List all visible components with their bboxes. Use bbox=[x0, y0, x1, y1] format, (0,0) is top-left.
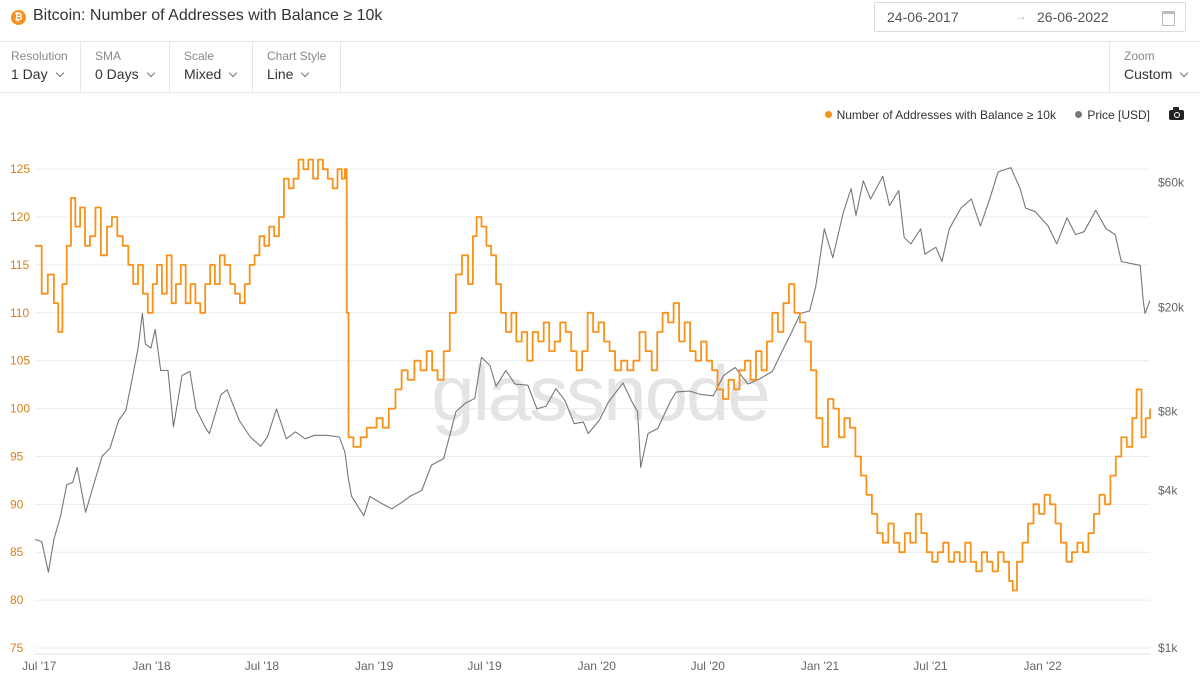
bitcoin-icon: ₿ bbox=[11, 10, 26, 25]
sma-select[interactable]: SMA 0 Days bbox=[81, 41, 170, 92]
x-axis: Jul '17 Jan '18 Jul '18 Jan '19 Jul '19 Jan '… bbox=[22, 653, 1150, 673]
left-tick-label: 100 bbox=[10, 402, 30, 416]
left-tick-label: 95 bbox=[10, 449, 24, 463]
left-tick-label: 80 bbox=[10, 593, 24, 607]
zoom-value[interactable]: Custom bbox=[1124, 66, 1189, 82]
x-tick-label: Jul '21 bbox=[913, 659, 948, 673]
calendar-icon[interactable] bbox=[1162, 11, 1175, 26]
arrow-right-icon: → bbox=[1015, 9, 1027, 23]
page-title: Bitcoin: Number of Addresses with Balanc… bbox=[33, 7, 383, 24]
left-tick-label: 90 bbox=[10, 497, 24, 511]
sma-label: SMA bbox=[95, 49, 122, 63]
x-tick-label: Jan '22 bbox=[1023, 659, 1062, 673]
zoom-select[interactable]: Zoom Custom bbox=[1109, 41, 1200, 92]
legend-dot bbox=[1075, 111, 1083, 118]
right-axis: $1k $4k $8k $20k $60k bbox=[1158, 176, 1185, 655]
right-tick-label: $4k bbox=[1158, 483, 1178, 497]
header-bar: ₿ Bitcoin: Number of Addresses with Bala… bbox=[0, 0, 1200, 42]
chart-style-value[interactable]: Line bbox=[267, 66, 310, 82]
right-tick-label: $8k bbox=[1158, 405, 1178, 419]
left-tick-label: 125 bbox=[10, 162, 30, 176]
left-tick-label: 120 bbox=[10, 210, 30, 224]
legend-item-price[interactable]: Price [USD] bbox=[1075, 108, 1150, 122]
x-tick-label: Jul '20 bbox=[691, 659, 726, 673]
date-range-picker[interactable]: 24-06-2017 → 26-06-2022 bbox=[874, 2, 1186, 32]
watermark: glassnode bbox=[431, 349, 769, 437]
addresses-series bbox=[35, 158, 1151, 592]
x-tick-label: Jan '19 bbox=[355, 659, 394, 673]
x-tick-label: Jul '17 bbox=[22, 659, 57, 673]
left-tick-label: 75 bbox=[10, 641, 24, 655]
sma-value[interactable]: 0 Days bbox=[95, 66, 155, 82]
left-axis: 75 80 85 90 95 100 105 110 115 120 125 bbox=[10, 162, 30, 655]
price-series bbox=[34, 167, 1151, 573]
x-tick-label: Jul '18 bbox=[245, 659, 280, 673]
zoom-label: Zoom bbox=[1124, 49, 1155, 63]
addresses-line bbox=[35, 158, 1151, 592]
x-tick-label: Jul '19 bbox=[467, 659, 502, 673]
scale-value[interactable]: Mixed bbox=[184, 66, 238, 82]
left-tick-label: 110 bbox=[10, 306, 29, 320]
date-start-input[interactable]: 24-06-2017 bbox=[887, 9, 959, 25]
camera-icon[interactable] bbox=[1169, 107, 1184, 120]
legend-item-addresses[interactable]: Number of Addresses with Balance ≥ 10k bbox=[824, 108, 1056, 122]
x-tick-label: Jan '18 bbox=[132, 659, 171, 673]
left-tick-label: 105 bbox=[10, 354, 30, 368]
x-tick-label: Jan '20 bbox=[578, 659, 617, 673]
date-end-input[interactable]: 26-06-2022 bbox=[1037, 9, 1109, 25]
scale-select[interactable]: Scale Mixed bbox=[170, 41, 253, 92]
resolution-label: Resolution bbox=[11, 49, 68, 63]
resolution-select[interactable]: Resolution 1 Day bbox=[0, 41, 81, 92]
chart-style-select[interactable]: Chart Style Line bbox=[253, 41, 341, 92]
x-tick-label: Jan '21 bbox=[801, 659, 840, 673]
legend-dot bbox=[824, 111, 832, 118]
right-tick-label: $20k bbox=[1158, 301, 1185, 315]
right-tick-label: $1k bbox=[1158, 641, 1178, 655]
right-tick-label: $60k bbox=[1158, 176, 1185, 190]
chart-legend: Number of Addresses with Balance ≥ 10k P… bbox=[809, 108, 1150, 122]
left-tick-label: 115 bbox=[10, 258, 29, 272]
chart-toolbar: Resolution 1 Day SMA 0 Days Scale Mixed … bbox=[0, 41, 1200, 93]
scale-label: Scale bbox=[184, 49, 215, 63]
price-line bbox=[34, 167, 1151, 573]
chart-style-label: Chart Style bbox=[267, 49, 327, 63]
resolution-value[interactable]: 1 Day bbox=[11, 66, 64, 82]
left-tick-label: 85 bbox=[10, 545, 24, 559]
